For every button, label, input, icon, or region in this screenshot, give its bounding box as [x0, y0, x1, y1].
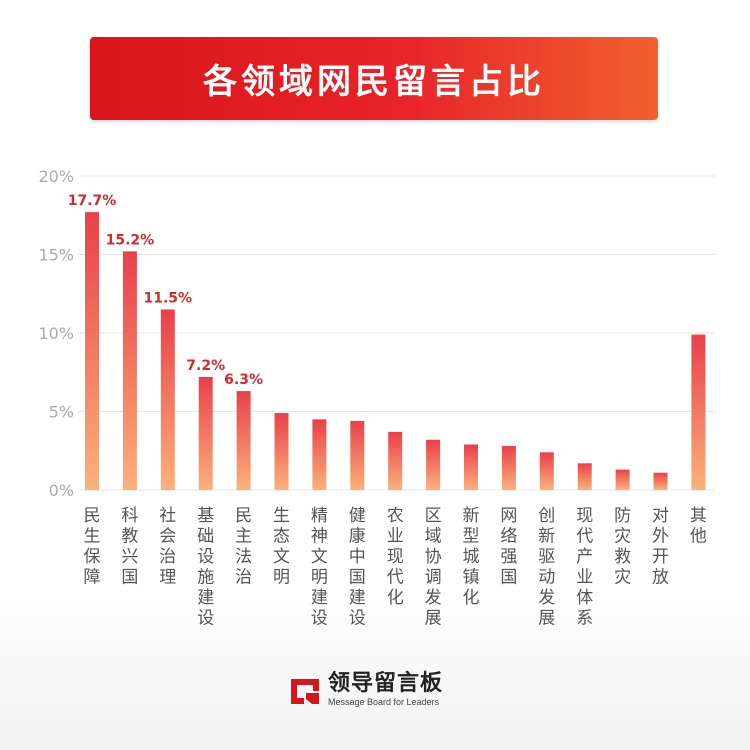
category-label: 科教兴国	[121, 506, 138, 588]
bar	[691, 334, 706, 490]
bars	[85, 212, 706, 491]
y-tick-label: 20%	[38, 167, 74, 186]
page-title: 各领域网民留言占比	[203, 62, 545, 102]
bar	[198, 376, 213, 490]
category-label: 其他	[690, 506, 707, 547]
category-label: 现代产业体系	[576, 506, 593, 629]
y-tick-label: 0%	[49, 481, 74, 500]
y-axis-ticks: 0% 5% 10% 15% 20%	[38, 167, 74, 500]
category-label: 基础设施建设	[197, 506, 214, 629]
y-tick-label: 10%	[38, 324, 74, 343]
bar	[388, 431, 403, 490]
bar	[122, 251, 137, 490]
bar	[350, 420, 365, 490]
category-label: 网络强国	[500, 506, 517, 588]
footer-logo: 领导留言板 Message Board for Leaders	[288, 670, 443, 710]
category-label: 创新驱动发展	[538, 506, 555, 629]
category-label: 健康中国建设	[349, 506, 366, 629]
category-label: 社会治理	[159, 506, 176, 588]
y-tick-label: 5%	[49, 403, 74, 422]
bar	[236, 391, 251, 490]
bar	[464, 444, 478, 490]
title-banner: 各领域网民留言占比	[90, 37, 658, 120]
data-label: 17.7%	[68, 193, 117, 209]
bar	[426, 439, 441, 490]
category-label: 民生保障	[84, 506, 101, 588]
data-label: 6.3%	[224, 372, 263, 388]
logo-subtitle: Message Board for Leaders	[328, 697, 440, 707]
bar	[85, 212, 99, 491]
category-label: 新型城镇化	[463, 506, 480, 608]
bar	[653, 472, 668, 490]
data-labels: 17.7% 15.2% 11.5% 7.2%6.3%	[68, 193, 263, 388]
logo-name: 领导留言板	[328, 671, 444, 696]
data-label: 7.2%	[186, 358, 225, 374]
bar	[312, 419, 327, 490]
message-board-logo-icon	[291, 679, 319, 704]
category-label: 对外开放	[652, 506, 669, 588]
category-label: 精神文明建设	[311, 506, 328, 629]
category-label: 生态文明	[273, 506, 290, 588]
category-label: 农业现代化	[387, 506, 404, 608]
bar	[501, 446, 516, 490]
y-tick-label: 15%	[38, 246, 74, 265]
bar	[539, 452, 554, 490]
category-label: 民主法治	[235, 506, 252, 588]
bar	[577, 463, 592, 490]
bar	[160, 309, 175, 490]
x-axis-categories: 民生保障 科教兴国 社会治理 基础设施建设 民主法治 生态文明 精神文明建设 健康中国建设 农业…	[84, 506, 707, 629]
category-label: 防灾救灾	[614, 506, 631, 588]
data-label: 15.2%	[106, 232, 155, 248]
bar	[615, 469, 630, 490]
data-label: 11.5%	[144, 290, 193, 306]
category-label: 区域协调发展	[425, 506, 442, 629]
bar	[274, 413, 289, 490]
